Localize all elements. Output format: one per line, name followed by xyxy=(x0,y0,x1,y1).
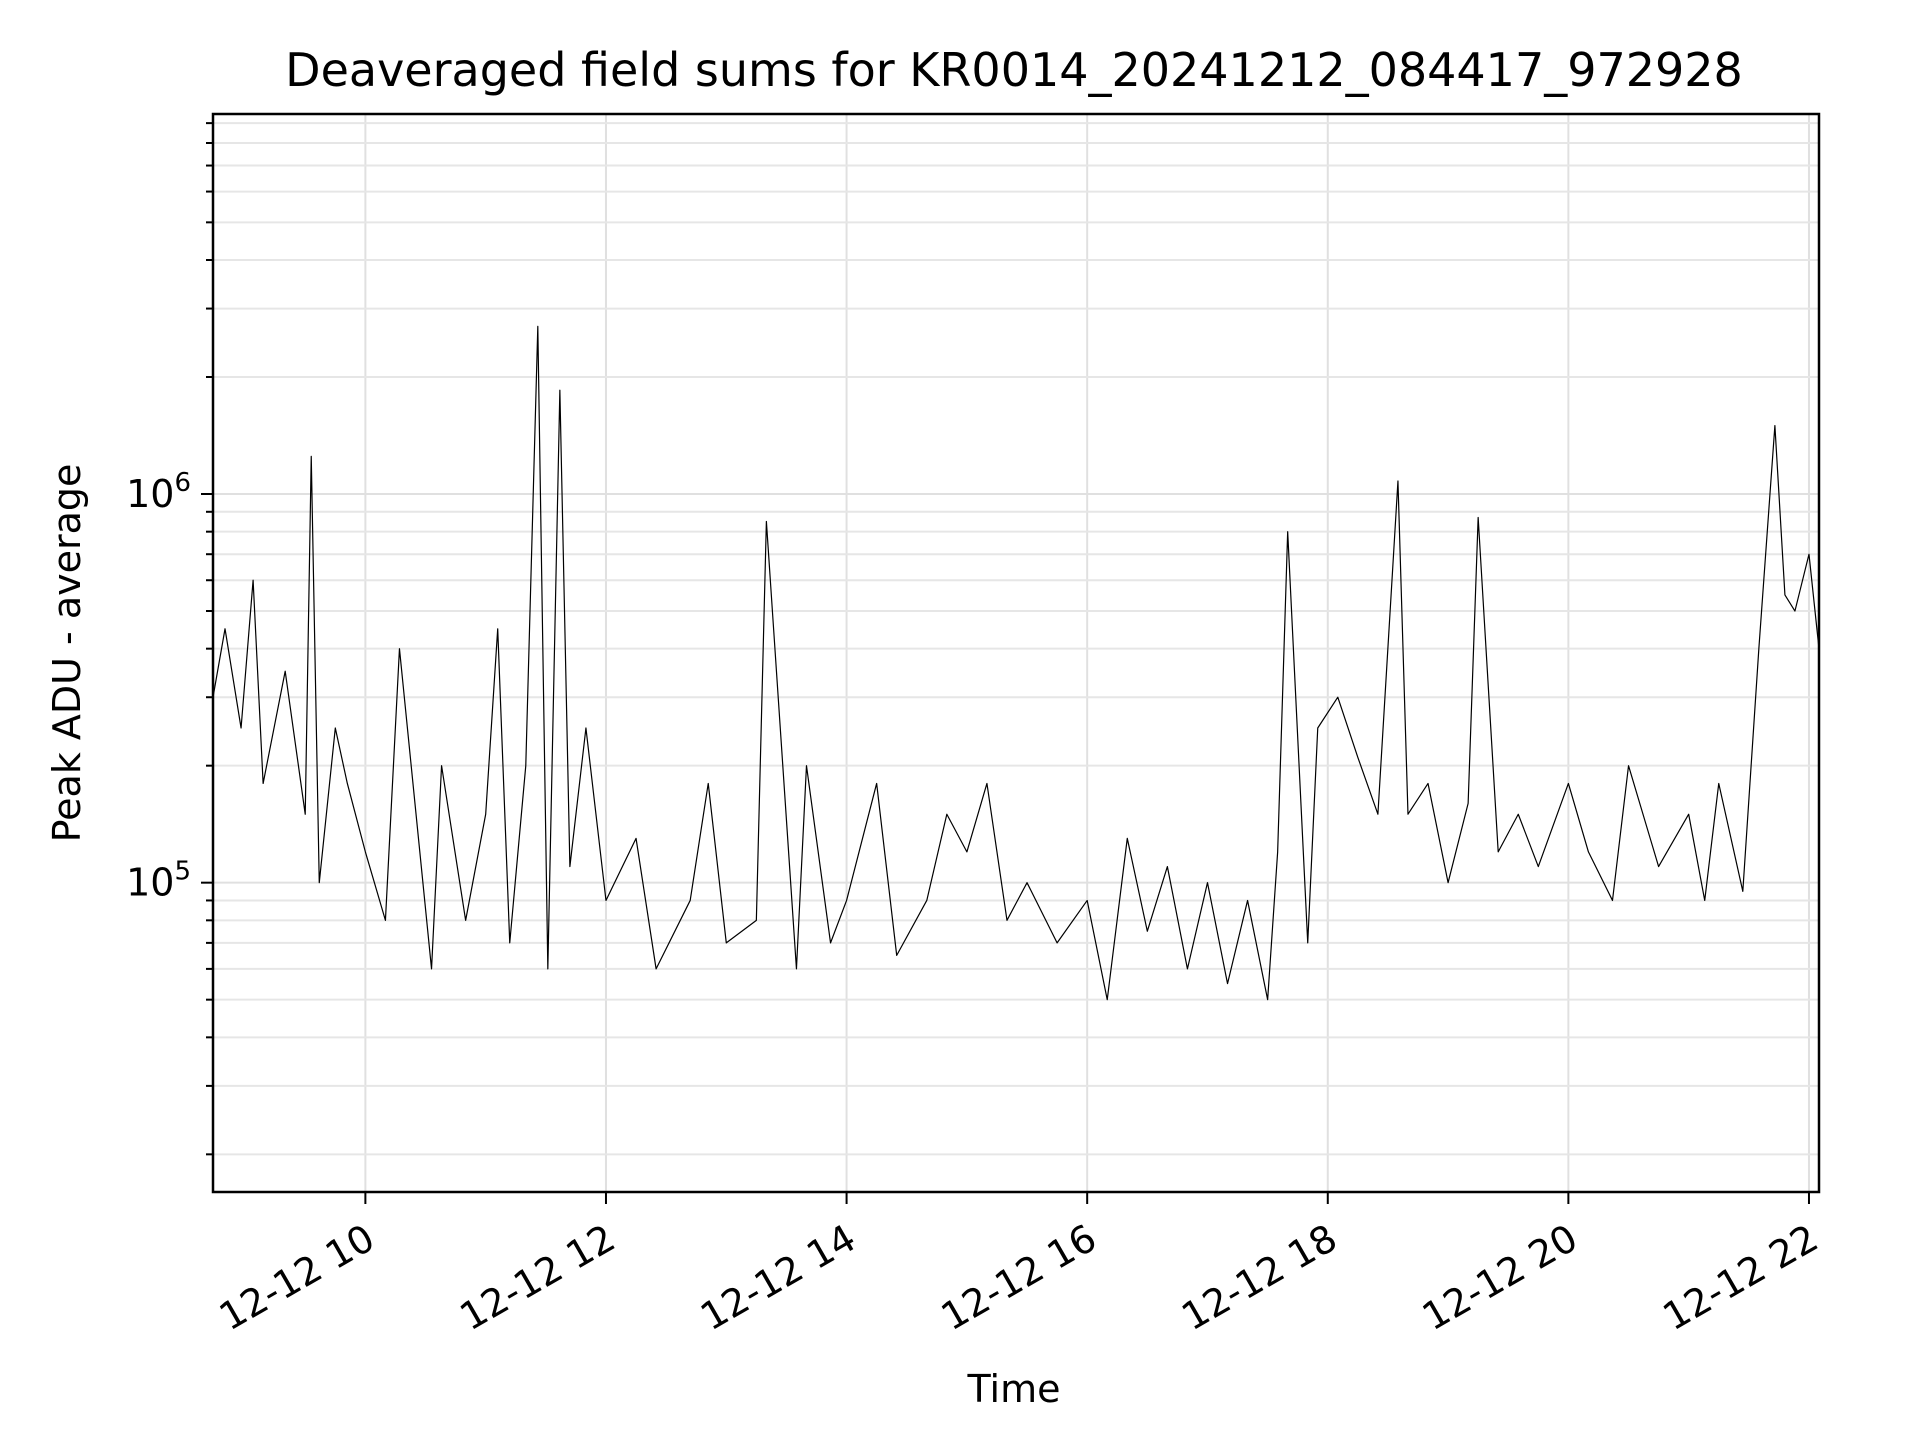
x-tick-label: 12-12 12 xyxy=(453,1216,623,1340)
series-layer xyxy=(212,325,1820,1001)
grid xyxy=(213,114,1819,1192)
x-tick-label: 12-12 14 xyxy=(693,1216,863,1340)
chart-title: Deaveraged field sums for KR0014_2024121… xyxy=(285,43,1743,97)
y-tick-label: 106 xyxy=(126,468,191,516)
y-tick-label: 105 xyxy=(126,857,191,905)
x-tick-label: 12-12 16 xyxy=(934,1216,1104,1340)
x-axis-ticks: 12-12 10 12-12 12 12-12 14 12-12 16 12-12 18… xyxy=(212,1192,1826,1340)
y-axis-ticks: 105 106 xyxy=(126,122,213,1156)
x-tick-label: 12-12 10 xyxy=(212,1216,382,1340)
x-tick-label: 12-12 22 xyxy=(1656,1216,1826,1340)
x-tick-label: 12-12 18 xyxy=(1174,1216,1344,1340)
plot-frame xyxy=(211,112,1821,1194)
series-line xyxy=(212,325,1820,1001)
x-axis-label: Time xyxy=(967,1367,1061,1411)
y-axis-label: Peak ADU - average xyxy=(45,464,89,843)
x-tick-label: 12-12 20 xyxy=(1415,1216,1585,1340)
